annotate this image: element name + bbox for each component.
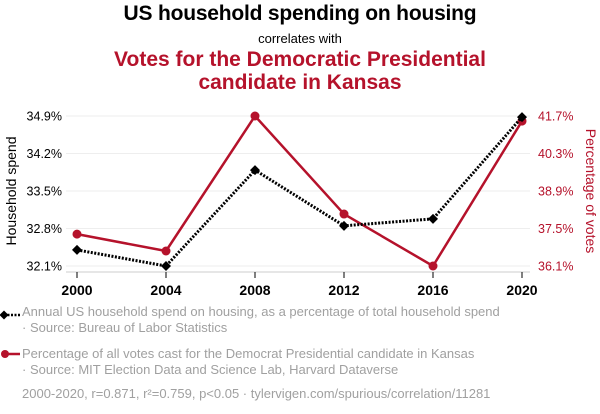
y-axis-right-tick-label: 41.7% bbox=[538, 110, 573, 124]
x-axis-tick-label: 2016 bbox=[417, 282, 448, 298]
series-housing-point bbox=[72, 244, 82, 255]
series-group bbox=[72, 111, 527, 271]
series-housing-point bbox=[161, 261, 171, 271]
series-votes-point bbox=[72, 229, 82, 239]
gridlines bbox=[66, 115, 530, 267]
legend-item-votes: Percentage of all votes cast for the Dem… bbox=[22, 346, 474, 378]
series-housing-line bbox=[76, 116, 524, 268]
x-axis: 2000 2004 2008 2012 2016 2020 bbox=[61, 271, 538, 298]
chart-connector: correlates with bbox=[258, 31, 342, 46]
chart-footer: 2000-2020, r=0.871, r²=0.759, p<0.05 · t… bbox=[22, 386, 491, 401]
y-axis-left: 34.9% 34.2% 33.5% 32.8% 32.1% bbox=[27, 110, 62, 274]
series-votes-line bbox=[76, 114, 524, 268]
legend-item-housing-source: · Source: Bureau of Labor Statistics bbox=[22, 320, 228, 335]
legend-icon-housing bbox=[0, 310, 20, 320]
y-axis-right-label: Percentage of votes bbox=[583, 129, 599, 254]
y-axis-right-tick-label: 37.5% bbox=[538, 222, 573, 236]
series-housing-point bbox=[250, 165, 260, 176]
series-votes-point bbox=[161, 246, 171, 256]
series-votes-point bbox=[250, 111, 260, 121]
x-axis-tick-label: 2008 bbox=[239, 282, 270, 298]
y-axis-left-tick-label: 34.9% bbox=[27, 110, 62, 124]
x-axis-tick-label: 2012 bbox=[328, 282, 359, 298]
y-axis-left-tick-label: 33.5% bbox=[27, 185, 62, 199]
series-housing-point bbox=[428, 213, 438, 224]
legend-item-housing: Annual US household spend on housing, as… bbox=[22, 304, 500, 336]
legend-item-votes-source: · Source: MIT Election Data and Science … bbox=[22, 362, 399, 377]
y-axis-left-tick-label: 34.2% bbox=[27, 147, 62, 161]
x-axis-tick-label: 2000 bbox=[61, 282, 92, 298]
series-votes-point bbox=[339, 209, 349, 219]
chart-plot: 2000 2004 2008 2012 2016 2020 34.9% 34.2% 33.5%… bbox=[3, 110, 599, 299]
series-votes-point bbox=[428, 261, 438, 271]
chart-title: US household spending on housing bbox=[123, 2, 477, 25]
y-axis-left-tick-label: 32.1% bbox=[27, 260, 62, 274]
x-axis-tick-label: 2004 bbox=[150, 282, 181, 298]
title2-line2: candidate in Kansas bbox=[198, 71, 402, 94]
y-axis-right-tick-label: 40.3% bbox=[538, 147, 573, 161]
y-axis-left-tick-label: 32.8% bbox=[27, 222, 62, 236]
y-axis-right-tick-label: 38.9% bbox=[538, 185, 573, 199]
chart-title-secondary: Votes for the Democratic Presidential ca… bbox=[0, 48, 600, 94]
legend-item-housing-label: Annual US household spend on housing, as… bbox=[22, 304, 500, 319]
y-axis-left-label: Household spend bbox=[3, 137, 19, 246]
legend-icon-votes bbox=[1, 350, 20, 358]
y-axis-right: 41.7% 40.3% 38.9% 37.5% 36.1% bbox=[538, 110, 573, 274]
x-axis-tick-label: 2020 bbox=[506, 282, 537, 298]
series-housing-point bbox=[517, 112, 527, 123]
y-axis-right-tick-label: 36.1% bbox=[538, 260, 573, 274]
legend-item-votes-label: Percentage of all votes cast for the Dem… bbox=[22, 346, 475, 361]
series-housing-point bbox=[339, 220, 349, 231]
title2-line1: Votes for the Democratic Presidential bbox=[114, 48, 486, 71]
